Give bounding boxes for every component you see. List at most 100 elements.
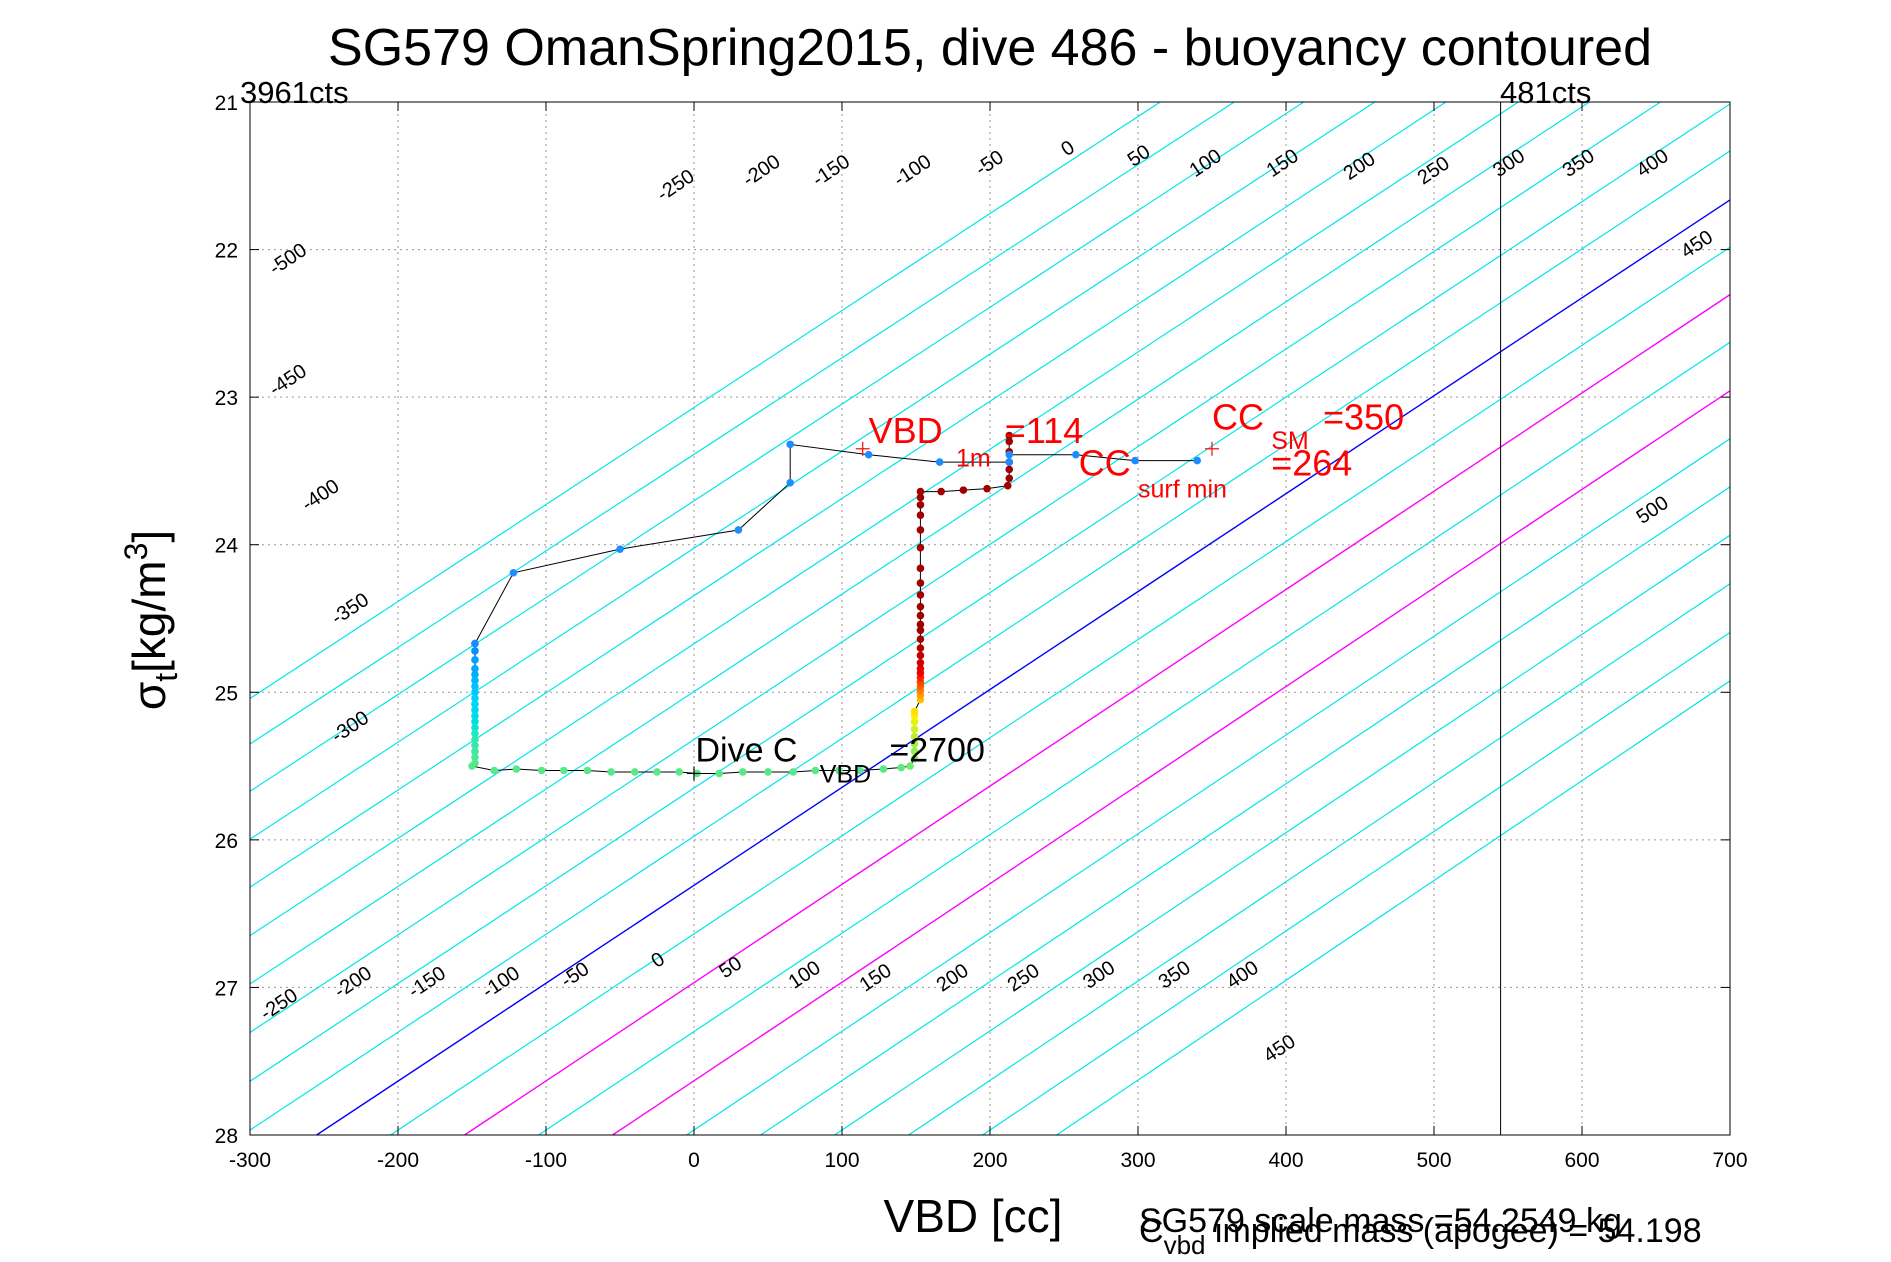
annotation-subscript-divec: VBD <box>820 760 871 788</box>
data-point-climb <box>916 664 925 673</box>
data-point-climb <box>916 620 925 629</box>
data-point-climb <box>897 763 905 772</box>
data-point-climb <box>910 740 919 748</box>
corner-label-left: 3961cts <box>240 75 349 110</box>
data-point-dive <box>935 458 944 466</box>
corner-label-right: 481cts <box>1500 75 1591 110</box>
contour-line <box>250 103 1730 1082</box>
y-tick-label: 25 <box>215 682 238 705</box>
annotation-subscript-ccsm: SM <box>1271 427 1309 455</box>
data-point-dive <box>509 568 518 577</box>
data-point-climb <box>1072 450 1080 459</box>
x-tick-label: 300 <box>1120 1149 1155 1172</box>
x-tick-label: -200 <box>377 1149 419 1172</box>
contour-line <box>250 150 1730 1131</box>
data-point-climb <box>471 700 479 708</box>
data-point-climb <box>471 676 479 685</box>
data-point-climb <box>471 712 479 720</box>
annotation-subscript-vbd1m: 1m <box>956 445 991 473</box>
data-point-climb <box>811 766 820 775</box>
data-point-climb <box>607 768 615 776</box>
data-point-climb <box>916 626 925 635</box>
data-point-climb <box>715 769 723 778</box>
data-point-climb <box>471 706 479 714</box>
data-point-climb <box>910 747 919 756</box>
contour-line <box>250 102 1305 793</box>
y-tick-label: 21 <box>215 92 238 115</box>
y-tick-label: 27 <box>215 977 238 1000</box>
y-tick-label: 24 <box>215 535 239 558</box>
data-point-climb <box>983 484 991 493</box>
contour-line <box>612 389 1730 1135</box>
data-point-climb <box>1005 437 1014 446</box>
x-tick-label: 100 <box>824 1149 859 1172</box>
annotation-value-vbd1m: =114 <box>1005 410 1083 451</box>
data-point-climb <box>916 501 925 509</box>
footer-implied-mass-subscript: vbd <box>1164 1230 1206 1260</box>
footer-implied-mass-symbol: C <box>1139 1212 1164 1250</box>
y-tick-label: 26 <box>215 830 238 853</box>
data-point-climb <box>1003 481 1012 490</box>
data-point-climb <box>910 707 919 716</box>
data-point-climb <box>906 762 914 770</box>
data-point-climb <box>910 732 919 741</box>
contour-line <box>250 102 1161 700</box>
contour-line <box>464 293 1730 1135</box>
x-axis-label: VBD [cc] <box>884 1190 1063 1242</box>
y-tick-label: 28 <box>215 1125 238 1148</box>
data-point-climb <box>916 651 925 660</box>
y-axis-label-symbol: σ <box>123 682 175 710</box>
contour-line <box>908 583 1730 1135</box>
data-point-climb <box>471 656 479 664</box>
data-point-climb <box>1005 431 1014 440</box>
data-point-climb <box>471 723 479 732</box>
data-point-climb <box>916 579 925 587</box>
grid-lines <box>250 102 1730 1135</box>
footer-implied-mass: Cvbd implied mass (apogee) = 54.198 <box>1139 1212 1702 1260</box>
data-point-climb <box>835 766 843 775</box>
data-point-dive <box>1005 458 1014 466</box>
data-point-climb <box>653 768 661 776</box>
data-point-climb <box>471 718 479 726</box>
x-tick-label: 500 <box>1416 1149 1451 1172</box>
annotation-label-ccsurf: CC <box>1079 442 1131 483</box>
contour-line <box>390 246 1730 1135</box>
data-point-dive <box>786 478 794 487</box>
contour-line <box>1056 680 1730 1135</box>
data-point-climb <box>471 753 479 762</box>
data-point-climb <box>879 765 888 773</box>
y-axis-label-superscript: 3 <box>118 543 154 561</box>
data-point-dive <box>471 639 479 648</box>
data-point-climb <box>490 766 499 775</box>
contour-line <box>538 341 1730 1135</box>
data-point-climb <box>916 543 925 552</box>
data-point-climb <box>468 762 476 770</box>
data-point-climb <box>471 747 479 756</box>
data-point-climb <box>1005 474 1014 483</box>
axis-ticks: -300 -200 -100 0 100 200 300 400 500 600 700 21 22 23… <box>215 92 1748 1172</box>
x-tick-label: 400 <box>1268 1149 1303 1172</box>
data-point-climb <box>471 735 479 744</box>
data-point-climb <box>855 766 864 775</box>
data-point-climb <box>916 526 925 534</box>
data-point-climb <box>1005 465 1014 474</box>
data-point-climb <box>764 768 772 776</box>
data-point-climb <box>675 768 683 776</box>
data-point-climb <box>916 644 925 652</box>
buoyancy-contours <box>250 102 1730 1135</box>
x-tick-label: 600 <box>1564 1149 1599 1172</box>
data-point-climb <box>910 718 919 726</box>
data-point-climb <box>739 768 747 776</box>
x-tick-label: 0 <box>688 1149 700 1172</box>
annotation-label-ccsm: CC <box>1212 397 1264 438</box>
annotation-value-ccsm: =350 <box>1323 397 1404 438</box>
footer-scale-mass: SG579 scale mass =54.2549 kg <box>1139 1202 1622 1240</box>
y-axis-label-unit: [kg/m <box>123 560 175 672</box>
data-point-climb <box>1193 456 1201 465</box>
data-point-dive <box>734 526 743 534</box>
y-tick-label: 23 <box>215 387 238 410</box>
contour-line <box>250 102 1447 888</box>
